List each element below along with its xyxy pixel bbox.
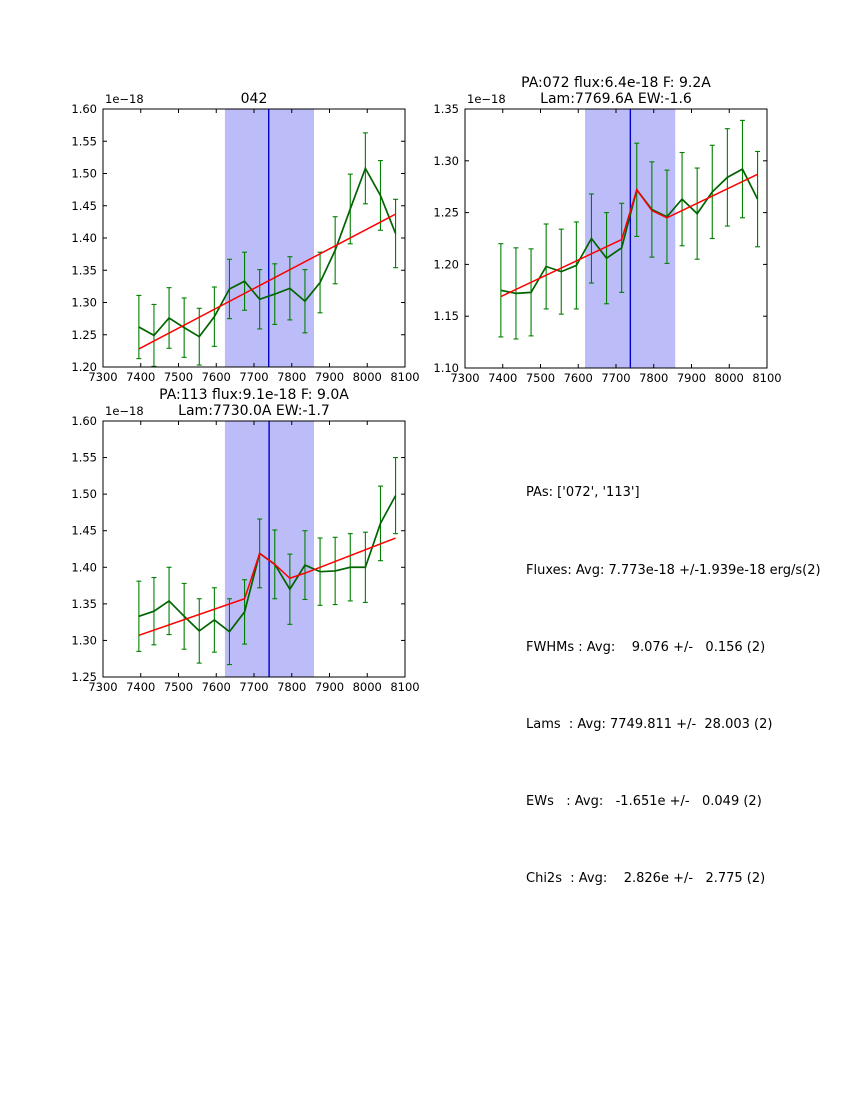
- x-tick-label: 7300: [88, 370, 117, 384]
- stats-line-lams: Lams : Avg: 7749.811 +/- 28.003 (2): [526, 716, 773, 732]
- y-tick-label: 1.40: [71, 231, 97, 245]
- chart-PA072: 7300 7400 7500 7600 7700 7800 7900 8000 8100 1.10…: [433, 75, 781, 385]
- y-tick-label: 1.35: [433, 102, 459, 116]
- y-axis-offset-label: 1e−18: [105, 404, 144, 418]
- y-tick-label: 1.40: [71, 560, 97, 574]
- x-tick-label: 7400: [126, 370, 155, 384]
- y-tick-label: 1.15: [433, 309, 459, 323]
- y-tick-label: 1.30: [433, 154, 459, 168]
- chart-title: PA:113 flux:9.1e-18 F: 9.0A: [159, 387, 349, 403]
- ticks: [102, 108, 406, 368]
- stats-line-fwhms: FWHMs : Avg: 9.076 +/- 0.156 (2): [526, 639, 766, 655]
- x-tick-label: 7900: [315, 370, 344, 384]
- y-tick-label: 1.25: [433, 206, 459, 220]
- y-axis-offset-label: 1e−18: [467, 92, 506, 106]
- x-tick-label: 7700: [239, 370, 268, 384]
- y-tick-label: 1.25: [71, 328, 97, 342]
- x-tick-label: 7500: [164, 680, 193, 694]
- y-tick-label: 1.20: [433, 257, 459, 271]
- x-tick-label: 7900: [315, 680, 344, 694]
- figure-canvas: 7300 7400 7500 7600 7700 7800 7900 8000 8100 1.20…: [71, 75, 781, 694]
- ticks: [464, 108, 768, 369]
- continuum-fit-line: [500, 173, 758, 298]
- chart-PA113: 7300 7400 7500 7600 7700 7800 7900 8000 8100 1.25…: [71, 387, 419, 694]
- stats-line-fluxes: Fluxes: Avg: 7.773e-18 +/-1.939e-18 erg/…: [526, 562, 821, 578]
- x-tick-label: 7700: [601, 371, 630, 385]
- x-tick-label: 7500: [164, 370, 193, 384]
- x-tick-label: 7400: [488, 371, 517, 385]
- stats-line-chi2s: Chi2s : Avg: 2.826e +/- 2.775 (2): [526, 870, 766, 886]
- y-axis-offset-label: 1e−18: [105, 92, 144, 106]
- x-tick-label: 7600: [564, 371, 593, 385]
- spectrum-line: [500, 167, 759, 295]
- x-tick-label: 7500: [526, 371, 555, 385]
- x-tick-label: 7300: [450, 371, 479, 385]
- ticks: [102, 420, 406, 678]
- x-tick-label: 8000: [353, 680, 382, 694]
- y-tick-label: 1.55: [71, 134, 97, 148]
- y-tick-label: 1.20: [71, 360, 97, 374]
- chart-title: Lam:7730.0A EW:-1.7: [178, 403, 330, 419]
- y-tick-label: 1.50: [71, 167, 97, 181]
- y-tick-label: 1.30: [71, 296, 97, 310]
- line-region-band: [224, 109, 315, 367]
- y-tick-label: 1.35: [71, 263, 97, 277]
- chart-042: 7300 7400 7500 7600 7700 7800 7900 8000 8100 1.20…: [71, 91, 419, 384]
- x-tick-label: 8000: [715, 371, 744, 385]
- x-tick-label: 7400: [126, 680, 155, 694]
- x-tick-label: 8100: [752, 371, 781, 385]
- stats-panel: PAs: ['072', '113'] Fluxes: Avg: 7.773e-…: [526, 429, 821, 943]
- y-tick-label: 1.45: [71, 199, 97, 213]
- y-tick-label: 1.45: [71, 524, 97, 538]
- continuum-fit-line: [138, 537, 396, 637]
- chart-title: 042: [241, 91, 268, 107]
- x-tick-label: 8100: [390, 370, 419, 384]
- y-tick-label: 1.30: [71, 633, 97, 647]
- x-tick-label: 7800: [277, 370, 306, 384]
- y-tick-label: 1.60: [71, 414, 97, 428]
- y-tick-label: 1.50: [71, 487, 97, 501]
- stats-line-ews: EWs : Avg: -1.651e +/- 0.049 (2): [526, 793, 762, 809]
- x-tick-label: 7300: [88, 680, 117, 694]
- continuum-fit-line: [138, 213, 396, 350]
- y-tick-label: 1.10: [433, 361, 459, 375]
- x-tick-label: 7900: [677, 371, 706, 385]
- chart-title: PA:072 flux:6.4e-18 F: 9.2A: [521, 75, 711, 91]
- x-tick-label: 7800: [639, 371, 668, 385]
- x-tick-label: 7700: [239, 680, 268, 694]
- x-tick-label: 7800: [277, 680, 306, 694]
- y-tick-label: 1.35: [71, 597, 97, 611]
- y-tick-label: 1.25: [71, 670, 97, 684]
- x-tick-label: 7600: [202, 370, 231, 384]
- chart-title: Lam:7769.6A EW:-1.6: [540, 91, 692, 107]
- y-tick-label: 1.60: [71, 102, 97, 116]
- y-tick-label: 1.55: [71, 451, 97, 465]
- x-tick-label: 8100: [390, 680, 419, 694]
- x-tick-label: 8000: [353, 370, 382, 384]
- stats-line-pas: PAs: ['072', '113']: [526, 485, 640, 501]
- x-tick-label: 7600: [202, 680, 231, 694]
